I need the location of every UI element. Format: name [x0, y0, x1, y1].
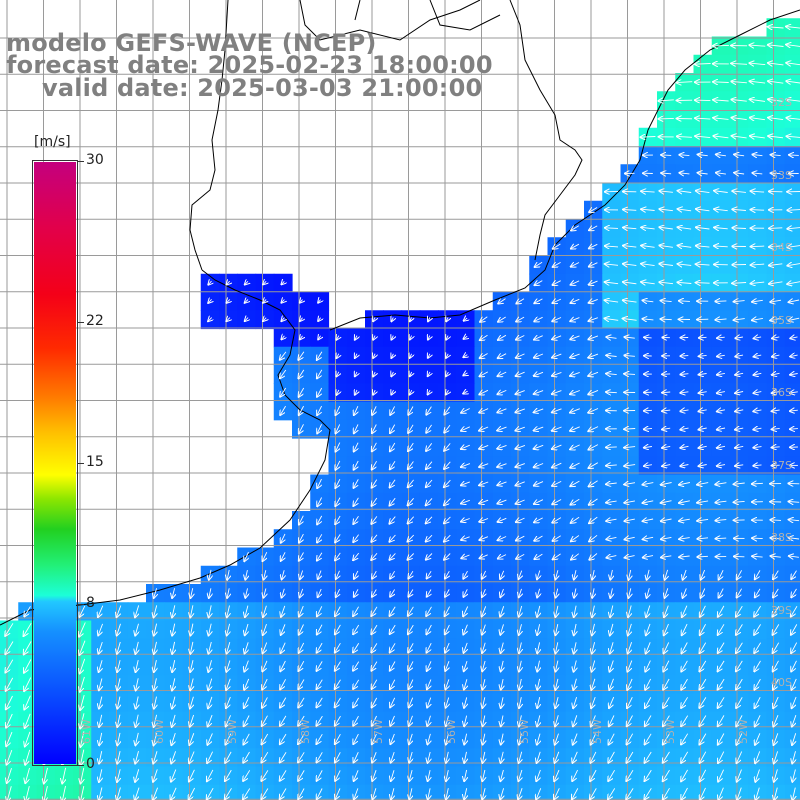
colorbar-tick-label: 22: [86, 313, 104, 330]
wind-cell: [784, 748, 800, 768]
wind-speed-cells: [0, 18, 800, 800]
wind-vector: [789, 155, 799, 156]
latitude-label: 40S: [771, 676, 792, 689]
wind-vector: [679, 301, 690, 302]
latitude-label: 38S: [771, 531, 792, 544]
colorbar-tick-label: 0: [86, 756, 95, 772]
wind-vector: [659, 118, 674, 119]
wind-cell: [784, 711, 800, 731]
wind-cell: [419, 511, 439, 530]
wind-cell: [784, 620, 800, 640]
longitude-label: 52W: [737, 719, 750, 744]
wind-cell: [784, 73, 800, 92]
colorbar-tick-mark: [78, 603, 84, 605]
wind-vector: [644, 337, 652, 338]
latitude-label: 39S: [771, 603, 792, 617]
wind-cell: [237, 784, 257, 800]
colorbar-tick-label: 8: [86, 594, 95, 611]
colorbar-tick-mark: [78, 322, 84, 324]
wind-vector: [769, 228, 783, 229]
colorbar-gradient: [34, 162, 76, 764]
wind-vector: [644, 410, 652, 411]
longitude-label: 53W: [664, 719, 677, 744]
wind-cell: [784, 693, 800, 713]
wind-cell: [273, 784, 293, 800]
wind-vector: [696, 283, 710, 284]
wind-vector: [699, 337, 707, 338]
wind-cell: [584, 784, 603, 800]
wind-cell: [638, 784, 658, 800]
colorbar-tick-mark: [78, 463, 84, 464]
wind-vector: [751, 246, 765, 247]
wind-cell: [657, 784, 676, 800]
wind-cell: [620, 784, 640, 800]
wind-cell: [784, 784, 800, 800]
wind-cell: [784, 730, 800, 749]
wind-cell: [784, 638, 800, 658]
wind-cell: [292, 784, 311, 800]
colorbar: [32, 160, 78, 766]
colorbar-tick-mark: [78, 161, 84, 162]
wind-cell: [784, 657, 800, 676]
wind-cell: [255, 292, 275, 311]
wind-cell: [784, 54, 800, 74]
wind-vector: [661, 155, 672, 156]
wind-vector: [715, 301, 727, 302]
latitude-label: 36S: [771, 386, 792, 399]
wind-cell: [255, 784, 275, 800]
wind-vector: [713, 45, 729, 46]
wind-cell: [602, 784, 622, 800]
latitude-label: 35S: [771, 313, 792, 327]
colorbar-unit: [m/s]: [34, 134, 71, 150]
wind-cell: [784, 91, 800, 111]
colorbar-tick-label: 15: [86, 454, 104, 470]
colorbar-tick-mark: [78, 765, 84, 766]
wind-vector: [751, 210, 765, 211]
longitude-label: 60W: [153, 719, 166, 744]
wind-vector: [606, 447, 617, 448]
longitude-label: 58W: [299, 719, 312, 744]
wind-vector: [770, 520, 782, 521]
wind-cell: [401, 456, 421, 476]
wind-vector: [790, 429, 798, 430]
latitude-label: 34S: [771, 241, 792, 254]
wind-vector: [716, 538, 727, 539]
wind-cell: [456, 328, 476, 348]
wind-vector: [752, 538, 763, 539]
latitude-label: 32S: [771, 96, 792, 109]
wind-cell: [292, 346, 311, 366]
wind-cell: [219, 784, 238, 800]
wind-cell: [383, 474, 403, 494]
wind-cell: [784, 36, 800, 56]
title-valid-date: valid date: 2025-03-03 21:00:00: [42, 74, 483, 102]
wind-cell: [200, 784, 220, 800]
longitude-label: 56W: [445, 719, 458, 744]
longitude-label: 57W: [372, 719, 385, 744]
wind-cell: [784, 127, 800, 147]
wind-cell: [784, 766, 800, 786]
wind-vector: [695, 100, 711, 101]
wind-vector: [605, 228, 619, 229]
longitude-label: 55W: [518, 719, 531, 744]
latitude-label: 33S: [771, 168, 792, 182]
longitude-label: 54W: [591, 719, 604, 744]
wind-vector: [680, 356, 689, 357]
longitude-label: 61W: [80, 719, 93, 744]
latitude-label: 37S: [771, 458, 792, 472]
longitude-label: 59W: [226, 719, 239, 744]
colorbar-tick-label: 30: [86, 152, 104, 168]
wind-vector: [624, 374, 636, 375]
wind-cell: [784, 584, 800, 603]
